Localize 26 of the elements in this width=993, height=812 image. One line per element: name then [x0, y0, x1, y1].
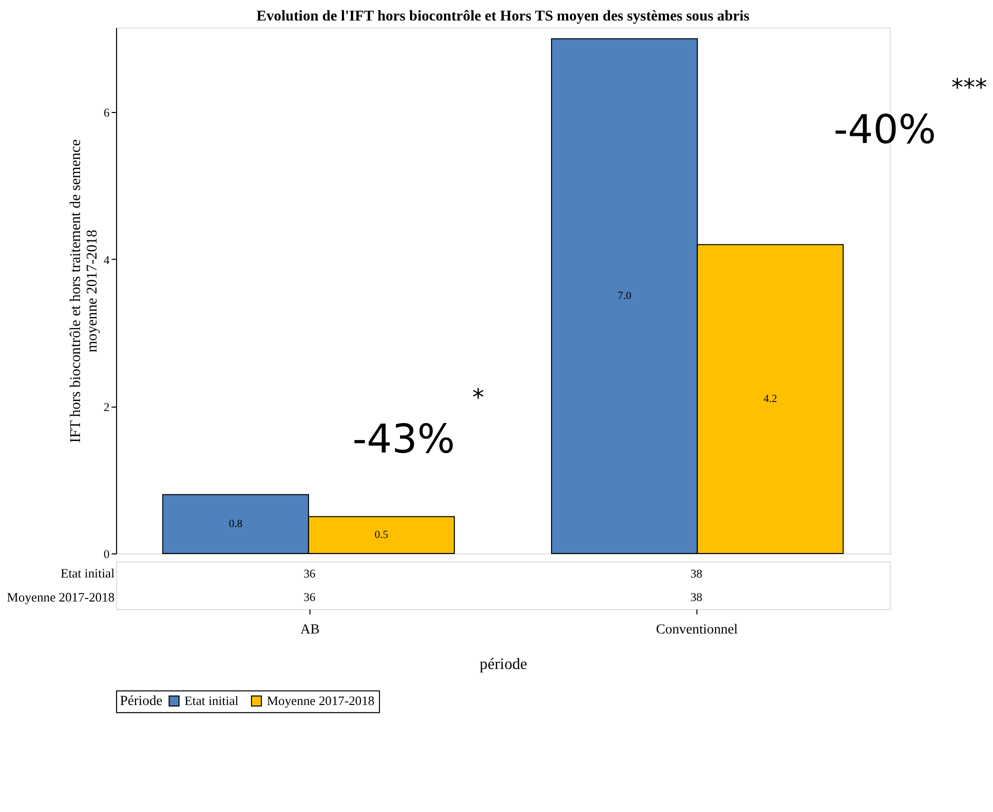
- text: 38: [690, 590, 702, 604]
- text: ***: [951, 74, 988, 102]
- x-axis-title: période: [480, 656, 528, 674]
- x-tick-label: Conventionnel: [656, 622, 738, 638]
- y-tick-label: 4: [104, 252, 110, 267]
- data-label: 7.0: [618, 290, 632, 302]
- data-label: 0.5: [374, 529, 389, 542]
- x-tick-label: AB: [300, 622, 320, 638]
- annotation: -40%: [834, 106, 936, 153]
- text: 38: [690, 566, 702, 580]
- annotation: *: [472, 383, 484, 412]
- text: 36: [304, 566, 316, 580]
- data-label: 0.8: [228, 518, 243, 530]
- y-tick-label: 2: [104, 400, 110, 414]
- y-tick-label: 6: [104, 106, 110, 120]
- legend-label: Moyenne 2017-2018: [266, 694, 374, 708]
- legend-title: Période: [120, 694, 162, 710]
- text: 36: [304, 590, 316, 604]
- text: Etat initial: [60, 566, 115, 581]
- chart-title: Evolution de l'IFT hors biocontrôle et Hors TS moyen des systèmes sous abris: [256, 8, 750, 25]
- annotation: -43%: [352, 416, 455, 463]
- y-axis-title: IFT hors biocontrôle et hors traitement de semence moyenne 2017-2018: [68, 139, 101, 443]
- data-label: 4.2: [763, 393, 778, 405]
- text: Moyenne 2017-2018: [6, 590, 115, 605]
- y-tick-label: 0: [104, 546, 110, 561]
- legend-label: Etat initial: [184, 694, 239, 708]
